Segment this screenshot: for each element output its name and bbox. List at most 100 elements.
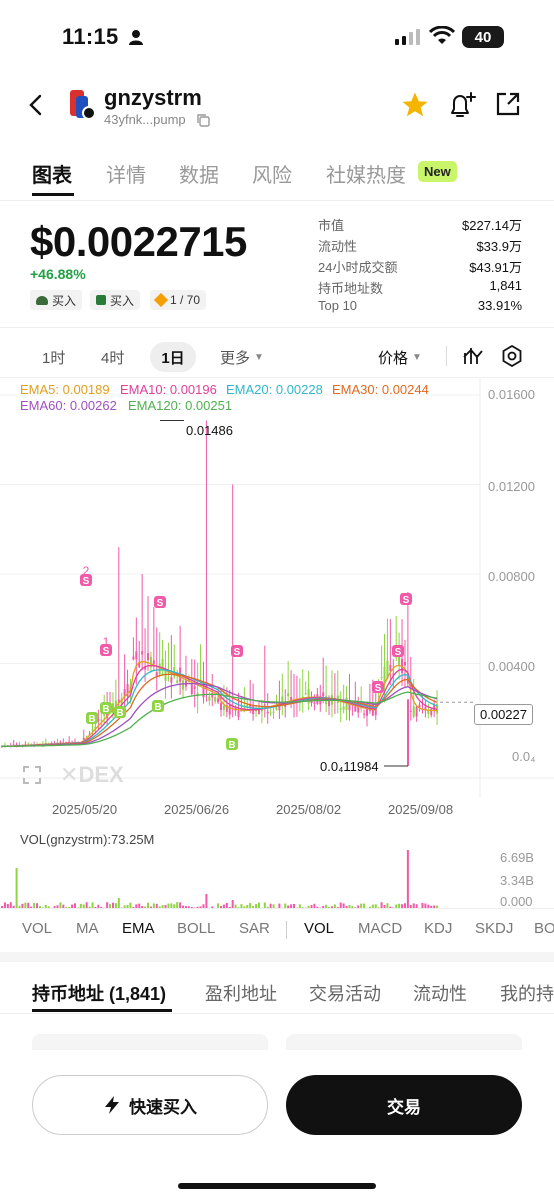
candle-body	[403, 661, 406, 666]
share-icon[interactable]	[494, 90, 522, 118]
volume-bar	[38, 906, 41, 908]
volume-bar	[307, 905, 310, 908]
tab-my-holdings[interactable]: 我的持	[500, 984, 554, 1004]
marker-label: B	[154, 702, 161, 713]
indicator-vol[interactable]: VOL	[22, 920, 53, 937]
candle-body	[144, 666, 147, 670]
tab-chart[interactable]: 图表	[32, 165, 72, 187]
tab-holders[interactable]: 持币地址 (1,841)	[32, 984, 167, 1004]
tab-social[interactable]: 社媒热度	[326, 165, 406, 187]
trade-button[interactable]: 交易	[286, 1075, 522, 1135]
rank-pill[interactable]: 1 / 70	[150, 290, 207, 310]
candle-body	[304, 693, 307, 695]
timeframe-1h[interactable]: 1时	[42, 350, 66, 367]
volume-bar	[155, 903, 158, 908]
quick-buy-button[interactable]: 快速买入	[32, 1075, 268, 1135]
volume-bar	[111, 902, 114, 908]
candle-body	[208, 696, 211, 701]
indicator-boll[interactable]: BOLL	[177, 920, 216, 937]
tab-activity[interactable]: 交易活动	[309, 984, 381, 1004]
indicator-macd[interactable]: MACD	[358, 920, 403, 937]
indicator-ma[interactable]: MA	[76, 920, 99, 937]
marker-label: B	[88, 714, 95, 725]
pill-label: 1 / 70	[170, 293, 201, 307]
indicator-vol-sub[interactable]: VOL	[304, 920, 335, 937]
volume-bar	[12, 905, 15, 908]
chef-hat-icon	[36, 295, 48, 305]
candle-body	[141, 651, 144, 655]
candle-body	[68, 741, 71, 743]
candle-body	[284, 704, 287, 708]
price-mode-select[interactable]: 价格 ▼	[378, 347, 422, 368]
marker-label: B	[228, 740, 235, 751]
price-divider	[0, 327, 554, 328]
volume-bar	[1, 906, 3, 908]
stat-value: 33.91%	[477, 298, 522, 313]
volume-bar	[202, 904, 205, 908]
star-icon[interactable]	[400, 90, 430, 120]
buy-pill-2[interactable]: 买入	[90, 290, 141, 310]
candle-body	[345, 697, 348, 710]
volume-bar	[129, 902, 132, 908]
volume-bar	[167, 903, 170, 908]
indicator-skdj[interactable]: SKDJ	[475, 920, 514, 937]
volume-bar	[123, 905, 126, 908]
holders-underline	[32, 1009, 172, 1012]
volume-bar	[325, 904, 328, 908]
candle-body	[307, 688, 310, 704]
stat-label: 市值	[318, 218, 345, 233]
volume-tick: 6.69B	[500, 850, 534, 865]
candle-body	[100, 719, 103, 721]
volume-bar	[403, 903, 406, 908]
fullscreen-icon[interactable]	[22, 765, 42, 785]
volume-bar	[287, 905, 290, 908]
volume-bar	[269, 903, 272, 908]
timeframe-1d[interactable]: 1日	[150, 342, 196, 372]
tab-profit-addresses[interactable]: 盈利地址	[205, 984, 277, 1004]
marker-count: 1	[103, 635, 110, 649]
volume-divider	[0, 908, 554, 909]
volume-bar	[377, 907, 380, 908]
tab-data[interactable]: 数据	[179, 165, 219, 187]
tab-risk[interactable]: 风险	[252, 165, 292, 187]
candle-body	[138, 662, 141, 668]
candle-body	[44, 742, 47, 744]
timeframe-4h[interactable]: 4时	[101, 350, 125, 367]
person-icon	[129, 30, 143, 45]
indicator-bo[interactable]: BO	[534, 920, 554, 937]
indicator-icon[interactable]	[462, 345, 484, 367]
candle-body	[415, 706, 418, 717]
volume-bar	[47, 906, 50, 908]
indicator-sar[interactable]: SAR	[239, 920, 270, 937]
volume-bar	[147, 902, 149, 908]
settings-icon[interactable]	[500, 344, 524, 368]
volume-bar	[421, 902, 424, 908]
volume-bar	[117, 898, 120, 908]
tab-liquidity[interactable]: 流动性	[413, 984, 467, 1004]
volume-bar	[205, 894, 208, 908]
buy-pill-1[interactable]: 买入	[30, 290, 83, 310]
wifi-icon	[429, 26, 455, 44]
candle-body	[193, 686, 196, 689]
volume-bar	[220, 905, 222, 908]
copy-icon[interactable]	[196, 113, 210, 127]
candle-body	[249, 704, 252, 708]
x-tick: 2025/06/26	[164, 802, 230, 817]
volume-bar	[284, 903, 287, 908]
wallet-icon	[96, 295, 106, 305]
volume-bar	[234, 904, 237, 908]
stat-value: 1,841	[489, 278, 522, 293]
volume-bar	[24, 902, 27, 908]
volume-bar	[114, 903, 117, 908]
volume-bar	[94, 907, 97, 908]
token-avatar	[66, 88, 98, 124]
indicator-kdj[interactable]: KDJ	[424, 920, 453, 937]
x-logo-icon: ✕	[60, 762, 79, 787]
timeframe-more[interactable]: 更多 ▼	[220, 347, 264, 368]
back-icon[interactable]	[28, 94, 44, 116]
indicator-ema[interactable]: EMA	[122, 920, 155, 937]
alert-add-icon[interactable]	[446, 89, 478, 121]
tab-details[interactable]: 详情	[106, 165, 146, 187]
candle-body	[342, 706, 345, 710]
